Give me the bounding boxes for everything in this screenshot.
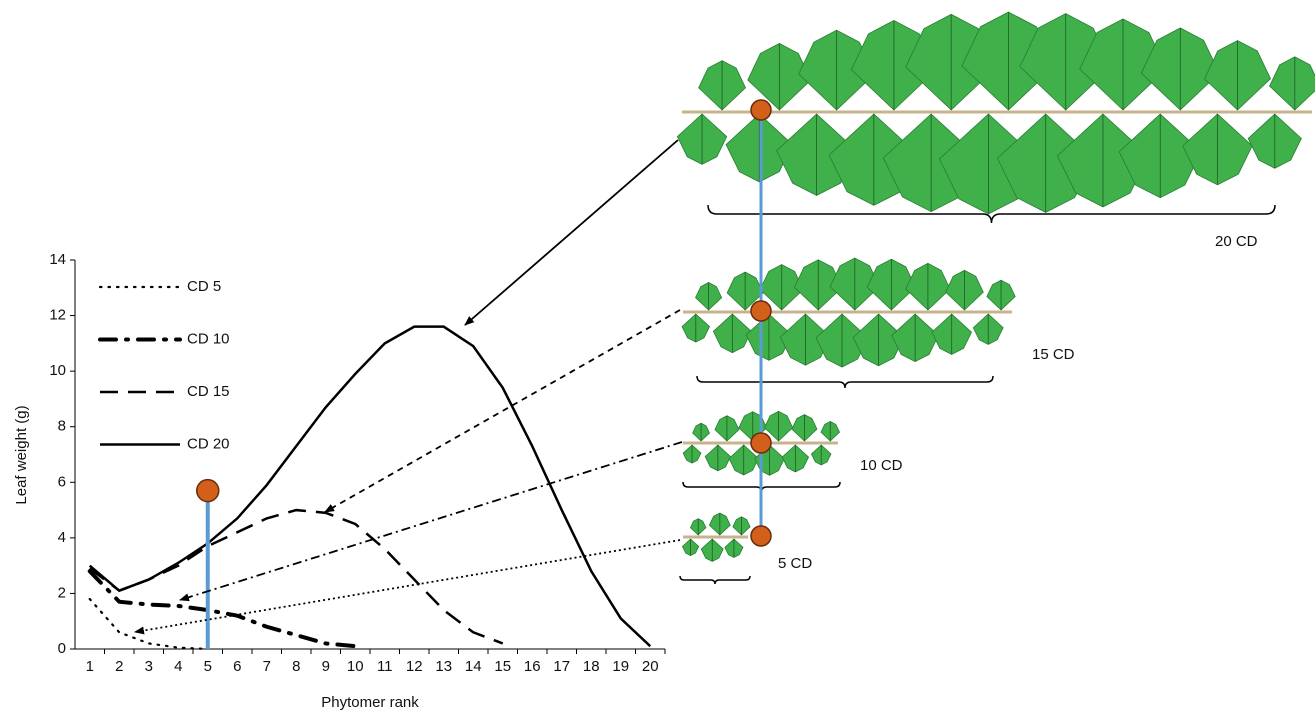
x-tick-label: 18: [583, 658, 600, 675]
x-tick-label: 14: [465, 658, 482, 675]
x-tick-label: 7: [263, 658, 271, 675]
plant-label: 5 CD: [778, 555, 812, 572]
figure: Leaf weight (g) Phytomer rank 20 CD 15 C…: [0, 0, 1315, 714]
y-tick-label: 10: [49, 362, 66, 379]
x-tick-label: 3: [145, 658, 153, 675]
arrow: [465, 140, 678, 325]
x-tick-label: 11: [377, 658, 393, 675]
x-tick-label: 5: [204, 658, 212, 675]
y-axis-label: Leaf weight (g): [13, 405, 30, 504]
y-tick-label: 0: [58, 640, 66, 657]
plant-dot: [751, 100, 771, 120]
x-tick-label: 13: [435, 658, 452, 675]
plant-dot: [751, 526, 771, 546]
y-tick-label: 14: [49, 251, 66, 268]
series-line: [90, 571, 356, 646]
brace: [697, 376, 993, 388]
plant-dot: [751, 301, 771, 321]
leaf: [1270, 57, 1315, 110]
legend-label: CD 20: [187, 435, 230, 452]
plant-label: 15 CD: [1032, 346, 1075, 363]
x-axis-label: Phytomer rank: [321, 694, 419, 711]
y-tick-label: 8: [58, 418, 66, 435]
x-tick-label: 8: [292, 658, 300, 675]
x-tick-label: 6: [233, 658, 241, 675]
x-tick-label: 16: [524, 658, 541, 675]
x-tick-label: 10: [347, 658, 364, 675]
plant-label: 10 CD: [860, 457, 903, 474]
legend-label: CD 15: [187, 383, 230, 400]
y-tick-label: 2: [58, 584, 66, 601]
x-tick-label: 20: [642, 658, 659, 675]
x-tick-label: 15: [494, 658, 511, 675]
plant-dot: [751, 433, 771, 453]
x-tick-label: 19: [612, 658, 629, 675]
arrow: [135, 540, 680, 632]
plant-label: 20 CD: [1215, 233, 1258, 250]
x-tick-label: 1: [86, 658, 94, 675]
arrow: [180, 442, 682, 600]
brace: [680, 576, 750, 584]
y-tick-label: 6: [58, 473, 66, 490]
legend-label: CD 5: [187, 278, 221, 295]
x-tick-label: 2: [115, 658, 123, 675]
y-tick-label: 4: [58, 529, 66, 546]
x-tick-label: 12: [406, 658, 423, 675]
legend-label: CD 10: [187, 330, 230, 347]
x-tick-label: 9: [322, 658, 330, 675]
x-tick-label: 17: [553, 658, 570, 675]
highlight-dot: [197, 480, 219, 502]
arrow: [325, 310, 680, 512]
y-tick-label: 12: [49, 307, 66, 324]
x-tick-label: 4: [174, 658, 182, 675]
